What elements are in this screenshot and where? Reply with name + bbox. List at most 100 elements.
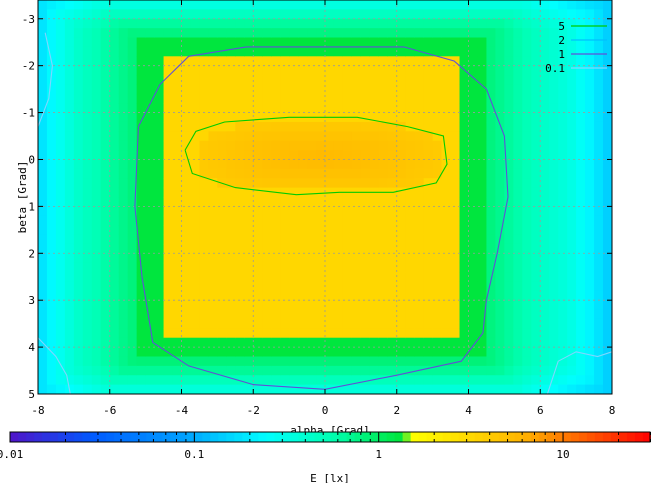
heatmap-cell [576,150,586,161]
heatmap-cell [289,365,299,376]
heatmap-cell [82,253,93,264]
heatmap-cell [459,46,470,57]
heatmap-cell [342,225,353,236]
heatmap-cell [235,93,245,104]
heatmap-cell [486,384,497,394]
heatmap-cell [154,46,165,57]
heatmap-cell [307,159,317,170]
heatmap-cell [226,234,236,245]
heatmap-cell [136,197,147,207]
heatmap-cell [199,281,210,292]
heatmap-cell [423,37,434,48]
heatmap-cell [235,0,245,10]
heatmap-cell [459,215,470,226]
heatmap-cell [298,197,308,207]
heatmap-cell [378,253,389,264]
heatmap-cell [316,262,326,273]
heatmap-cell [307,328,317,339]
heatmap-cell [316,0,326,10]
heatmap-cell [423,131,434,142]
heatmap-cell [387,84,398,95]
heatmap-cell [316,253,326,264]
heatmap-cell [558,9,568,20]
heatmap-cell [136,168,147,179]
heatmap-cell [289,159,299,170]
heatmap-cell [567,75,577,86]
heatmap-cell [387,178,398,189]
heatmap-cell [351,46,362,57]
heatmap-cell [405,290,416,301]
heatmap-cell [38,65,48,76]
heatmap-cell [217,215,227,226]
heatmap-cell [253,234,263,245]
heatmap-cell [594,356,604,367]
heatmap-cell [55,262,66,273]
heatmap-cell [154,197,165,207]
heatmap-cell [360,243,371,254]
heatmap-cell [244,356,254,367]
heatmap-cell [253,215,263,226]
heatmap-cell [333,281,344,292]
heatmap-cell [217,243,227,254]
heatmap-cell [486,178,497,189]
heatmap-cell [298,253,308,264]
heatmap-cell [585,150,595,161]
heatmap-cell [594,18,604,29]
heatmap-cell [531,337,541,348]
heatmap-cell [387,121,398,132]
contour-level-0-1 [546,351,612,394]
heatmap-cell [450,215,461,226]
heatmap-cell [262,225,272,236]
colorbar-segment [466,432,476,442]
heatmap-cell [414,281,425,292]
heatmap-cell [316,28,326,39]
heatmap-cell [307,215,317,226]
heatmap-cell [378,103,389,114]
heatmap-cell [244,318,254,329]
heatmap-cell [163,328,174,339]
heatmap-cell [100,328,111,339]
heatmap-cell [82,234,93,245]
heatmap-cell [100,150,111,161]
heatmap-cell [208,243,218,254]
heatmap-cell [342,234,353,245]
heatmap-cell [217,225,227,236]
colorbar-segment [386,432,396,442]
heatmap-cell [154,28,165,39]
heatmap-cell [531,206,541,217]
heatmap-cell [280,243,290,254]
heatmap-cell [199,215,210,226]
heatmap-cell [414,84,425,95]
heatmap-cell [109,9,120,20]
x-tick-label: -8 [31,404,44,417]
heatmap-cell [100,309,111,320]
heatmap-cell [190,215,201,226]
heatmap-cell [280,56,290,67]
heatmap-cell [603,93,612,104]
heatmap-cell [414,46,425,57]
heatmap-cell [594,93,604,104]
heatmap-cell [468,243,479,254]
heatmap-cell [342,309,353,320]
heatmap-cell [217,187,227,198]
heatmap-cell [441,9,452,20]
heatmap-cell [145,121,156,132]
heatmap-cell [459,131,470,142]
heatmap-cell [558,347,568,358]
heatmap-cell [208,290,218,301]
heatmap-cell [298,347,308,358]
heatmap-cell [208,225,218,236]
heatmap-cell [253,159,263,170]
heatmap-cell [513,225,523,236]
heatmap-cell [468,65,479,76]
heatmap-cell [145,159,156,170]
heatmap-cell [100,18,111,29]
heatmap-cell [531,281,541,292]
heatmap-cell [73,18,84,29]
colorbar-segment [162,432,171,442]
heatmap-cell [136,272,147,283]
heatmap-cell [100,234,111,245]
heatmap-cell [136,9,147,20]
heatmap-cell [244,168,254,179]
heatmap-cell [181,225,192,236]
